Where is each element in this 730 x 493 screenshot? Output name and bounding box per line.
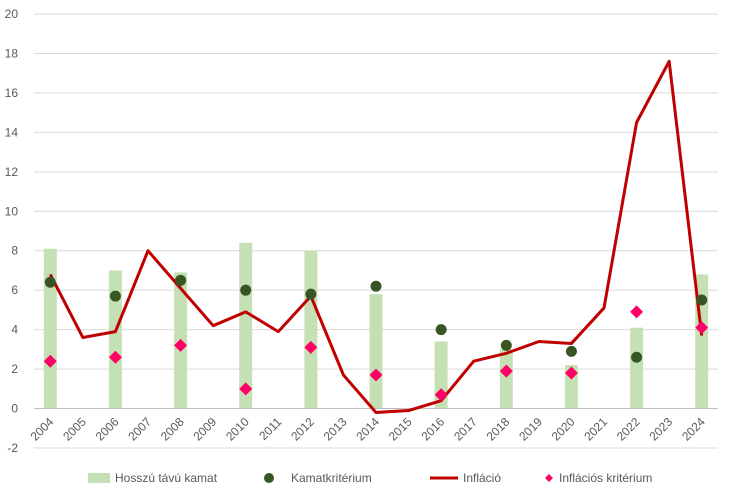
bar-series — [43, 242, 709, 409]
legend-label: Inflációs kritérium — [559, 471, 652, 485]
x-tick-label: 2013 — [321, 415, 350, 444]
y-tick-label: 4 — [11, 323, 18, 337]
legend-label: Infláció — [463, 471, 501, 485]
x-tick-label: 2014 — [353, 415, 382, 444]
bar — [369, 294, 383, 409]
y-tick-label: 14 — [5, 125, 19, 139]
dot-point — [305, 288, 317, 300]
y-tick-label: 20 — [5, 7, 19, 21]
diamond-point — [630, 305, 644, 319]
dot-point — [109, 290, 121, 302]
legend-swatch-bar — [88, 473, 110, 483]
x-tick-label: 2021 — [581, 415, 610, 444]
dot-point — [435, 324, 447, 336]
diamond-point — [108, 350, 122, 364]
y-tick-label: 6 — [11, 283, 18, 297]
diamond-point — [369, 368, 383, 382]
x-tick-label: 2020 — [549, 415, 578, 444]
y-tick-label: -2 — [7, 441, 18, 455]
x-tick-label: 2018 — [484, 415, 513, 444]
bar — [108, 270, 122, 409]
diamond-point — [564, 366, 578, 380]
legend: Hosszú távú kamat Kamatkritérium Infláció I… — [88, 471, 652, 485]
diamond-point — [239, 382, 253, 396]
y-tick-label: 0 — [11, 402, 18, 416]
x-tick-label: 2007 — [125, 415, 154, 444]
x-tick-label: 2009 — [190, 415, 219, 444]
dot-point — [240, 284, 252, 296]
diamond-point — [499, 364, 513, 378]
dot-point — [500, 339, 512, 351]
diamond-point — [434, 388, 448, 402]
x-tick-label: 2004 — [28, 415, 57, 444]
line-series — [48, 59, 704, 414]
dot-point — [565, 345, 577, 357]
bar — [239, 242, 253, 409]
x-tick-label: 2019 — [516, 415, 545, 444]
x-tick-label: 2022 — [614, 415, 643, 444]
dot-point — [175, 274, 187, 286]
dot-series — [44, 274, 708, 363]
legend-swatch-dot — [264, 473, 274, 483]
x-axis-ticks: 2004 2005 2006 2007 2008 2009 2010 2011 2012 2013… — [28, 415, 708, 444]
x-tick-label: 2010 — [223, 415, 252, 444]
x-tick-label: 2017 — [451, 415, 480, 444]
legend-label: Hosszú távú kamat — [115, 471, 218, 485]
diamond-point — [174, 338, 188, 352]
x-tick-label: 2024 — [679, 415, 708, 444]
diamond-point — [43, 354, 57, 368]
x-tick-label: 2006 — [93, 415, 122, 444]
bar — [304, 250, 318, 409]
bar — [499, 349, 513, 409]
y-tick-label: 12 — [5, 165, 19, 179]
dot-point — [631, 351, 643, 363]
x-tick-label: 2011 — [256, 415, 284, 443]
x-tick-label: 2015 — [386, 415, 415, 444]
y-axis-ticks: -2 0 2 4 6 8 10 12 14 16 18 20 — [5, 7, 19, 455]
series-line — [48, 59, 704, 414]
diamond-series — [43, 305, 709, 402]
legend-swatch-diamond — [545, 474, 553, 482]
dot-point — [696, 294, 708, 306]
bar — [43, 248, 57, 409]
y-tick-label: 10 — [5, 204, 19, 218]
y-tick-label: 16 — [5, 86, 19, 100]
y-tick-label: 18 — [5, 46, 19, 60]
legend-label: Kamatkritérium — [291, 471, 372, 485]
x-tick-label: 2008 — [158, 415, 187, 444]
x-tick-label: 2023 — [646, 415, 675, 444]
gridlines — [34, 13, 718, 449]
y-tick-label: 8 — [11, 244, 18, 258]
diamond-point — [304, 340, 318, 354]
x-tick-label: 2016 — [418, 415, 447, 444]
diamond-point — [695, 321, 709, 335]
bar — [630, 327, 644, 409]
x-tick-label: 2012 — [288, 415, 317, 444]
y-tick-label: 2 — [11, 362, 18, 376]
dot-point — [370, 280, 382, 292]
dot-point — [44, 276, 56, 288]
x-tick-label: 2005 — [60, 415, 89, 444]
